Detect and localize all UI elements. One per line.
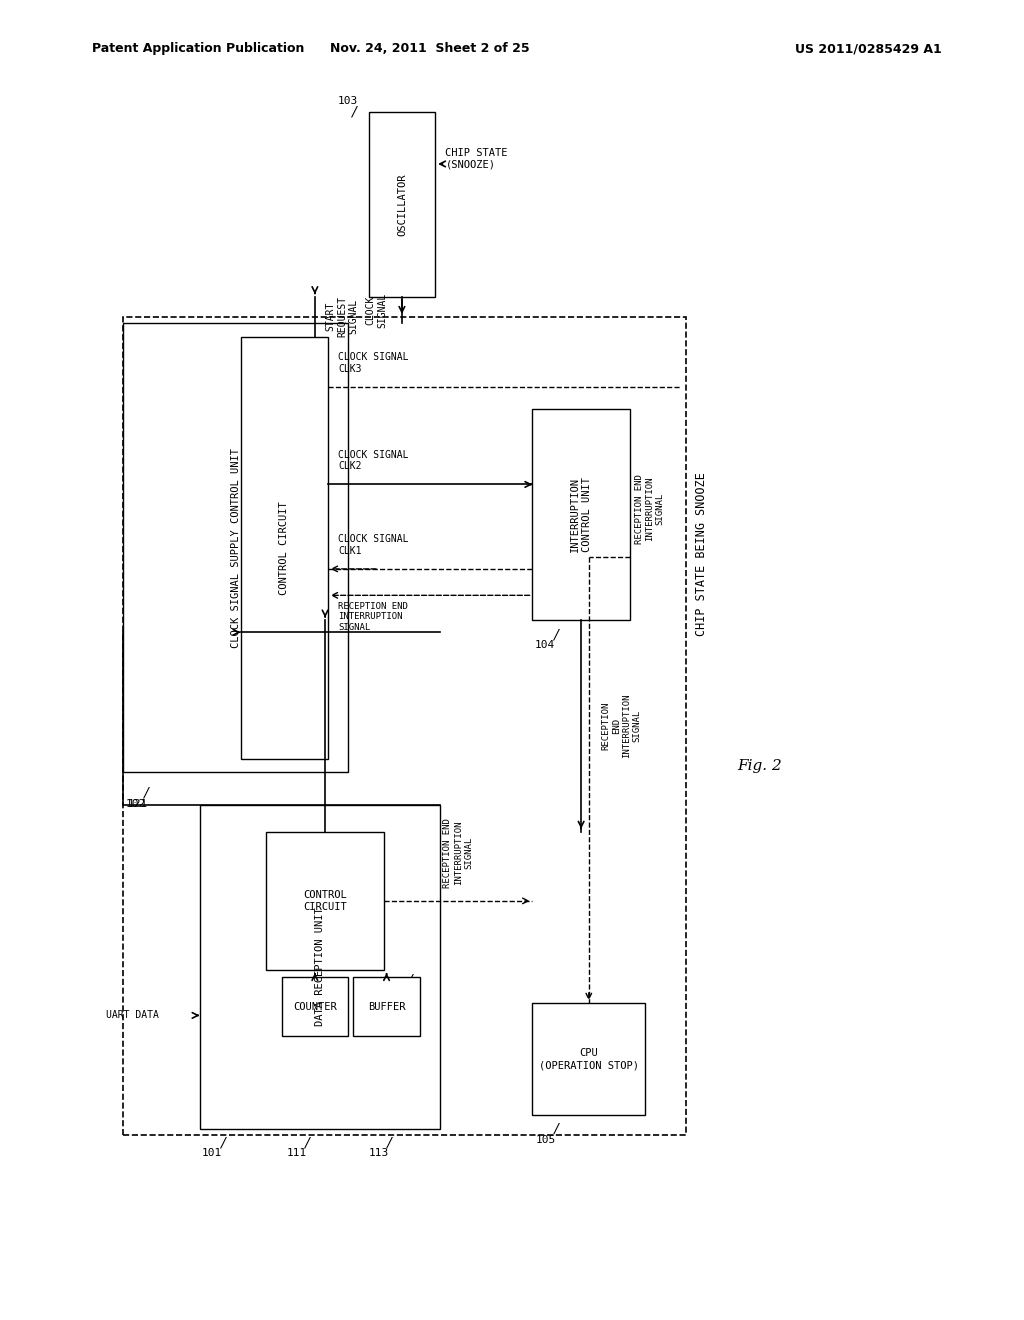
Text: 111: 111 xyxy=(287,1148,307,1159)
Text: CPU
(OPERATION STOP): CPU (OPERATION STOP) xyxy=(539,1048,639,1071)
Text: DATA RECEPTION UNIT: DATA RECEPTION UNIT xyxy=(315,908,325,1026)
Text: /: / xyxy=(350,104,355,119)
Text: CHIP STATE
(SNOOZE): CHIP STATE (SNOOZE) xyxy=(445,148,508,169)
Text: 113: 113 xyxy=(369,1148,389,1159)
Text: CONTROL CIRCUIT: CONTROL CIRCUIT xyxy=(280,500,289,595)
FancyBboxPatch shape xyxy=(200,805,440,1129)
Text: CONTROL
CIRCUIT: CONTROL CIRCUIT xyxy=(303,890,347,912)
FancyBboxPatch shape xyxy=(532,1003,645,1115)
FancyBboxPatch shape xyxy=(123,323,348,772)
Text: RECEPTION END
INTERRUPTION
SIGNAL: RECEPTION END INTERRUPTION SIGNAL xyxy=(443,818,473,887)
Text: INTERRUPTION
CONTROL UNIT: INTERRUPTION CONTROL UNIT xyxy=(570,478,592,552)
Text: RECEPTION END
INTERRUPTION
SIGNAL: RECEPTION END INTERRUPTION SIGNAL xyxy=(338,602,408,632)
Text: /: / xyxy=(407,973,412,987)
Text: CLOCK SIGNAL
CLK3: CLOCK SIGNAL CLK3 xyxy=(338,352,409,374)
Text: 103: 103 xyxy=(338,95,358,106)
FancyBboxPatch shape xyxy=(282,977,348,1036)
Text: /: / xyxy=(553,1122,558,1137)
FancyBboxPatch shape xyxy=(532,409,630,620)
Text: /: / xyxy=(304,1135,309,1150)
Text: OSCILLATOR: OSCILLATOR xyxy=(397,173,407,236)
Text: 102: 102 xyxy=(126,799,146,809)
Text: CLOCK SIGNAL
CLK1: CLOCK SIGNAL CLK1 xyxy=(338,535,409,556)
Text: CLOCK
SIGNAL: CLOCK SIGNAL xyxy=(366,293,387,327)
Text: Nov. 24, 2011  Sheet 2 of 25: Nov. 24, 2011 Sheet 2 of 25 xyxy=(331,42,529,55)
Text: RECEPTION END
INTERRUPTION
SIGNAL: RECEPTION END INTERRUPTION SIGNAL xyxy=(635,474,665,544)
FancyBboxPatch shape xyxy=(369,112,435,297)
Text: /: / xyxy=(143,785,148,800)
Text: COUNTER: COUNTER xyxy=(293,1002,337,1011)
Text: 105: 105 xyxy=(536,1135,556,1146)
Text: CLOCK SIGNAL
CLK2: CLOCK SIGNAL CLK2 xyxy=(338,450,409,471)
Text: CLOCK SIGNAL SUPPLY CONTROL UNIT: CLOCK SIGNAL SUPPLY CONTROL UNIT xyxy=(230,447,241,648)
Text: RECEPTION
END
INTERRUPTION
SIGNAL: RECEPTION END INTERRUPTION SIGNAL xyxy=(602,694,642,758)
Text: 101: 101 xyxy=(202,1148,222,1159)
Text: UART DATA: UART DATA xyxy=(105,1010,159,1020)
Text: START
REQUEST
SIGNAL: START REQUEST SIGNAL xyxy=(326,296,358,338)
FancyBboxPatch shape xyxy=(241,337,328,759)
Text: US 2011/0285429 A1: US 2011/0285429 A1 xyxy=(796,42,942,55)
Text: 112: 112 xyxy=(389,983,410,994)
Text: /: / xyxy=(220,1135,225,1150)
Text: Fig. 2: Fig. 2 xyxy=(737,759,782,772)
FancyBboxPatch shape xyxy=(266,832,384,970)
Text: /: / xyxy=(386,1135,391,1150)
Text: Patent Application Publication: Patent Application Publication xyxy=(92,42,304,55)
Text: BUFFER: BUFFER xyxy=(368,1002,406,1011)
Text: CHIP STATE BEING SNOOZE: CHIP STATE BEING SNOOZE xyxy=(695,473,708,636)
Text: 104: 104 xyxy=(535,640,555,651)
FancyBboxPatch shape xyxy=(353,977,420,1036)
Text: /: / xyxy=(553,627,558,642)
Text: 121: 121 xyxy=(128,799,148,809)
